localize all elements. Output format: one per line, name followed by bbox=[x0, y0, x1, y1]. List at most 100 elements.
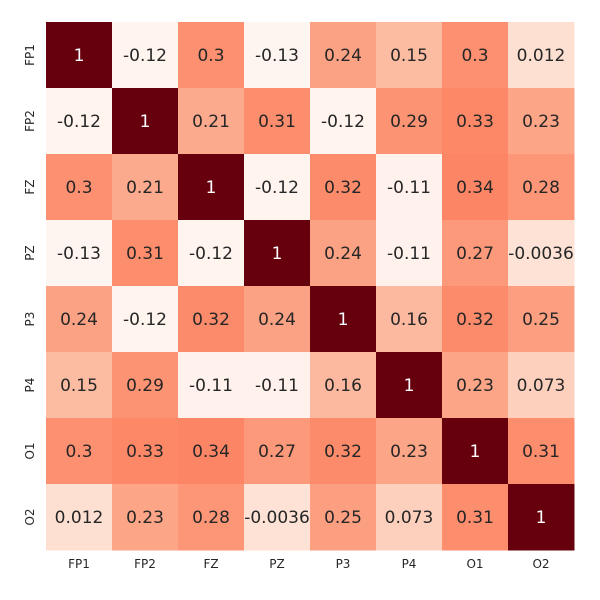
heatmap-cell-FP2-O2 bbox=[508, 88, 575, 155]
y-tick-label-P4: P4 bbox=[23, 378, 37, 393]
heatmap-cell-O2-FZ bbox=[178, 484, 245, 551]
y-tick-label-PZ: PZ bbox=[23, 245, 37, 260]
heatmap-value-label-PZ-FZ: -0.12 bbox=[189, 244, 233, 264]
x-axis-ticks: FP1 FP2 FZ PZ P3 P4 O1 O2 bbox=[68, 557, 549, 571]
heatmap-cell-O1-P4 bbox=[376, 418, 443, 485]
heatmap-value-label-FP1-P4: 0.15 bbox=[390, 46, 428, 66]
heatmap-cell-P3-P4 bbox=[376, 286, 443, 353]
heatmap-value-label-PZ-PZ: 1 bbox=[272, 244, 283, 264]
heatmap-value-label-P4-O2: 0.073 bbox=[517, 376, 566, 396]
heatmap-cell-O1-FZ bbox=[178, 418, 245, 485]
heatmap-cell-P4-FP1 bbox=[46, 352, 113, 419]
heatmap-cell-P4-O1 bbox=[442, 352, 509, 419]
heatmap-value-label-FP2-P3: -0.12 bbox=[321, 112, 365, 132]
heatmap-cell-FP2-FP1 bbox=[46, 88, 113, 155]
heatmap-value-label-FP1-PZ: -0.13 bbox=[255, 46, 299, 66]
y-tick-label-P3: P3 bbox=[23, 312, 37, 327]
heatmap-value-label-FP1-O2: 0.012 bbox=[517, 46, 566, 66]
heatmap-value-label-O2-PZ: -0.0036 bbox=[244, 508, 310, 528]
heatmap-cell-FP2-PZ bbox=[244, 88, 311, 155]
heatmap-value-label-P4-FP2: 0.29 bbox=[126, 376, 164, 396]
x-tick-label-FZ: FZ bbox=[203, 557, 218, 571]
heatmap-cell-P3-P3 bbox=[310, 286, 377, 353]
heatmap-cell-FZ-O2 bbox=[508, 154, 575, 221]
heatmap-value-label-FZ-FZ: 1 bbox=[206, 178, 217, 198]
heatmap-value-label-FP2-FZ: 0.21 bbox=[192, 112, 230, 132]
heatmap-value-label-P3-FP2: -0.12 bbox=[123, 310, 167, 330]
heatmap-cell-FP1-FP2 bbox=[112, 22, 179, 89]
heatmap-cell-O2-O2 bbox=[508, 484, 575, 551]
heatmap-value-label-FP2-O2: 0.23 bbox=[522, 112, 560, 132]
heatmap-cell-O2-P4 bbox=[376, 484, 443, 551]
heatmap-cell-FP2-FZ bbox=[178, 88, 245, 155]
heatmap-cell-FP1-P4 bbox=[376, 22, 443, 89]
x-tick-label-P4: P4 bbox=[402, 557, 417, 571]
y-tick-label-FP1: FP1 bbox=[23, 44, 37, 66]
x-tick-label-O1: O1 bbox=[466, 557, 483, 571]
heatmap-cell-PZ-FP1 bbox=[46, 220, 113, 287]
heatmap-value-label-P3-FP1: 0.24 bbox=[60, 310, 98, 330]
heatmap-value-label-FZ-FP2: 0.21 bbox=[126, 178, 164, 198]
heatmap-cell-O1-O2 bbox=[508, 418, 575, 485]
heatmap-cell-FZ-O1 bbox=[442, 154, 509, 221]
heatmap-cell-O2-FP1 bbox=[46, 484, 113, 551]
heatmap-value-label-PZ-P4: -0.11 bbox=[387, 244, 431, 264]
x-tick-label-PZ: PZ bbox=[269, 557, 284, 571]
heatmap-value-label-P4-FP1: 0.15 bbox=[60, 376, 98, 396]
heatmap-cell-FP2-O1 bbox=[442, 88, 509, 155]
heatmap-cell-FZ-FP1 bbox=[46, 154, 113, 221]
heatmap-cells bbox=[46, 22, 575, 551]
heatmap-value-label-O1-P3: 0.32 bbox=[324, 442, 362, 462]
heatmap-cell-FP2-P4 bbox=[376, 88, 443, 155]
heatmap-value-label-O2-FZ: 0.28 bbox=[192, 508, 230, 528]
heatmap-value-label-O1-O2: 0.31 bbox=[522, 442, 560, 462]
heatmap-value-label-O1-PZ: 0.27 bbox=[258, 442, 296, 462]
heatmap-value-label-O2-FP2: 0.23 bbox=[126, 508, 164, 528]
heatmap-value-label-FP1-O1: 0.3 bbox=[461, 46, 488, 66]
y-tick-label-FP2: FP2 bbox=[23, 110, 37, 132]
heatmap-value-label-P4-P3: 0.16 bbox=[324, 376, 362, 396]
heatmap-cell-PZ-PZ bbox=[244, 220, 311, 287]
heatmap-value-label-P4-PZ: -0.11 bbox=[255, 376, 299, 396]
heatmap-cell-P3-O2 bbox=[508, 286, 575, 353]
heatmap-value-label-P3-O1: 0.32 bbox=[456, 310, 494, 330]
heatmap-value-label-FZ-PZ: -0.12 bbox=[255, 178, 299, 198]
heatmap-cell-FP1-PZ bbox=[244, 22, 311, 89]
heatmap-value-label-P3-P3: 1 bbox=[338, 310, 349, 330]
heatmap-value-label-O1-FP1: 0.3 bbox=[65, 442, 92, 462]
heatmap-value-label-PZ-FP1: -0.13 bbox=[57, 244, 101, 264]
heatmap-value-labels: 1 -0.12 0.3 -0.13 0.24 0.15 0.3 0.012 -0.12 1 0.21… bbox=[55, 46, 574, 528]
heatmap-value-label-P4-P4: 1 bbox=[404, 376, 415, 396]
heatmap-cell-P3-FZ bbox=[178, 286, 245, 353]
heatmap-cell-O1-O1 bbox=[442, 418, 509, 485]
heatmap-value-label-PZ-O2: -0.0036 bbox=[508, 244, 574, 264]
heatmap-value-label-FP2-PZ: 0.31 bbox=[258, 112, 296, 132]
heatmap-cell-PZ-O2 bbox=[508, 220, 575, 287]
y-tick-label-O2: O2 bbox=[23, 508, 37, 525]
heatmap-value-label-O2-FP1: 0.012 bbox=[55, 508, 104, 528]
heatmap-value-label-FP1-FP1: 1 bbox=[74, 46, 85, 66]
y-tick-label-FZ: FZ bbox=[23, 179, 37, 194]
heatmap-cell-PZ-FZ bbox=[178, 220, 245, 287]
heatmap-value-label-O1-FZ: 0.34 bbox=[192, 442, 230, 462]
heatmap-value-label-O2-P3: 0.25 bbox=[324, 508, 362, 528]
heatmap-value-label-FP2-P4: 0.29 bbox=[390, 112, 428, 132]
heatmap-cell-P3-FP2 bbox=[112, 286, 179, 353]
x-tick-label-O2: O2 bbox=[532, 557, 549, 571]
heatmap-value-label-FP2-FP2: 1 bbox=[140, 112, 151, 132]
heatmap-cell-O2-O1 bbox=[442, 484, 509, 551]
heatmap-cell-O1-FP1 bbox=[46, 418, 113, 485]
heatmap-cell-FP2-P3 bbox=[310, 88, 377, 155]
heatmap-value-label-PZ-O1: 0.27 bbox=[456, 244, 494, 264]
y-tick-label-O1: O1 bbox=[23, 442, 37, 459]
heatmap-cell-FP1-O2 bbox=[508, 22, 575, 89]
heatmap-cell-O2-P3 bbox=[310, 484, 377, 551]
heatmap-cell-P3-PZ bbox=[244, 286, 311, 353]
heatmap-value-label-FZ-FP1: 0.3 bbox=[65, 178, 92, 198]
heatmap-cell-PZ-O1 bbox=[442, 220, 509, 287]
heatmap-cell-FZ-P3 bbox=[310, 154, 377, 221]
heatmap-value-label-P4-O1: 0.23 bbox=[456, 376, 494, 396]
heatmap-value-label-O1-P4: 0.23 bbox=[390, 442, 428, 462]
heatmap-cell-P4-FZ bbox=[178, 352, 245, 419]
heatmap-value-label-P4-FZ: -0.11 bbox=[189, 376, 233, 396]
